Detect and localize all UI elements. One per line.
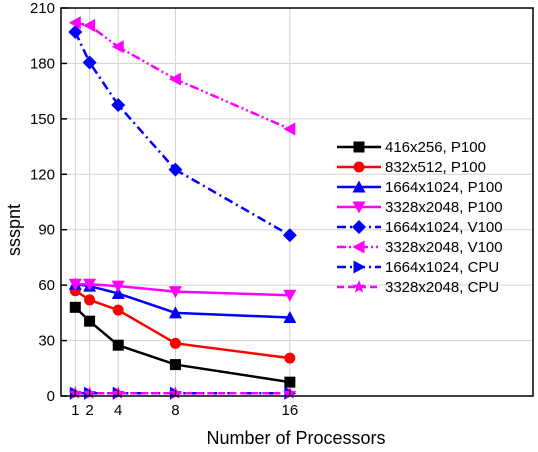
legend-label: 3328x2048, V100 xyxy=(385,239,503,256)
y-tick-label: 90 xyxy=(38,222,55,239)
legend-marker xyxy=(352,280,366,293)
data-point xyxy=(69,301,81,313)
series-layer xyxy=(68,16,297,400)
legend-marker xyxy=(352,180,366,193)
legend-label: 3328x2048, CPU xyxy=(385,279,499,296)
data-point xyxy=(283,289,297,302)
legend-item: 3328x2048, P100 xyxy=(337,199,503,216)
data-point xyxy=(68,16,81,30)
data-point xyxy=(68,25,83,40)
y-tick-label: 150 xyxy=(30,111,55,128)
legend-label: 832x512, P100 xyxy=(385,159,486,176)
legend-marker xyxy=(352,220,366,234)
y-tick-label: 0 xyxy=(47,388,55,405)
legend-label: 1664x1024, P100 xyxy=(385,179,503,196)
series-2 xyxy=(69,285,296,364)
y-tick-label: 210 xyxy=(30,0,55,17)
data-point xyxy=(284,352,296,364)
legend-marker xyxy=(352,240,365,254)
legend-label: 1664x1024, CPU xyxy=(385,259,499,276)
axes: 0 30 60 90 120 150 180 210 1 2 4 8 16 xyxy=(30,0,534,419)
data-point xyxy=(284,376,296,388)
data-point xyxy=(111,98,126,112)
data-point xyxy=(168,306,182,319)
legend-marker xyxy=(353,161,365,173)
legend-label: 3328x2048, P100 xyxy=(385,199,503,216)
data-point xyxy=(283,310,297,323)
series-line xyxy=(74,31,291,237)
legend-item: 1664x1024, P100 xyxy=(337,179,503,196)
data-point xyxy=(168,162,183,177)
data-point xyxy=(83,19,96,33)
y-tick-label: 30 xyxy=(38,333,55,350)
data-point xyxy=(112,304,124,316)
data-point xyxy=(112,339,124,351)
series-1 xyxy=(69,301,296,388)
legend: 416x256, P100 832x512, P100 1664x1024, P10… xyxy=(337,139,503,296)
series-line xyxy=(74,289,291,360)
data-point xyxy=(168,286,182,299)
legend-marker xyxy=(353,141,365,153)
data-point xyxy=(283,122,296,136)
legend-item: 3328x2048, CPU xyxy=(337,279,499,296)
data-point xyxy=(68,278,82,291)
y-tick-label: 120 xyxy=(30,166,55,183)
plot-frame xyxy=(60,7,534,397)
data-point xyxy=(111,40,124,54)
data-point xyxy=(282,228,297,243)
legend-item: 1664x1024, CPU xyxy=(337,259,499,276)
series-4 xyxy=(68,278,297,302)
data-point xyxy=(111,280,125,293)
x-tick-label: 1 xyxy=(71,402,79,419)
series-line xyxy=(75,282,290,319)
legend-item: 416x256, P100 xyxy=(337,139,486,156)
series-6 xyxy=(68,16,296,136)
legend-label: 416x256, P100 xyxy=(385,139,486,156)
y-tick-label: 180 xyxy=(30,55,55,72)
legend-item: 3328x2048, V100 xyxy=(337,239,503,256)
x-tick-label: 2 xyxy=(85,402,93,419)
data-point xyxy=(84,315,96,327)
series-8 xyxy=(68,386,297,399)
legend-label: 1664x1024, V100 xyxy=(385,219,503,236)
data-point xyxy=(83,278,97,291)
data-point xyxy=(111,286,125,299)
x-tick-label: 4 xyxy=(114,402,122,419)
y-axis-title: ssspnt xyxy=(4,204,24,256)
data-point xyxy=(82,55,97,70)
x-tick-label: 16 xyxy=(282,402,299,419)
legend-item: 832x512, P100 xyxy=(337,159,486,176)
x-tick-label: 8 xyxy=(171,402,179,419)
data-point xyxy=(169,337,181,349)
legend-item: 1664x1024, V100 xyxy=(337,219,503,236)
data-point xyxy=(168,72,181,86)
legend-marker xyxy=(352,201,366,214)
legend-marker xyxy=(353,260,366,274)
series-5 xyxy=(68,25,297,243)
series-line xyxy=(75,21,291,131)
y-tick-label: 60 xyxy=(38,277,55,294)
x-axis-title: Number of Processors xyxy=(206,428,385,448)
data-point xyxy=(84,294,96,306)
data-point xyxy=(169,359,181,371)
